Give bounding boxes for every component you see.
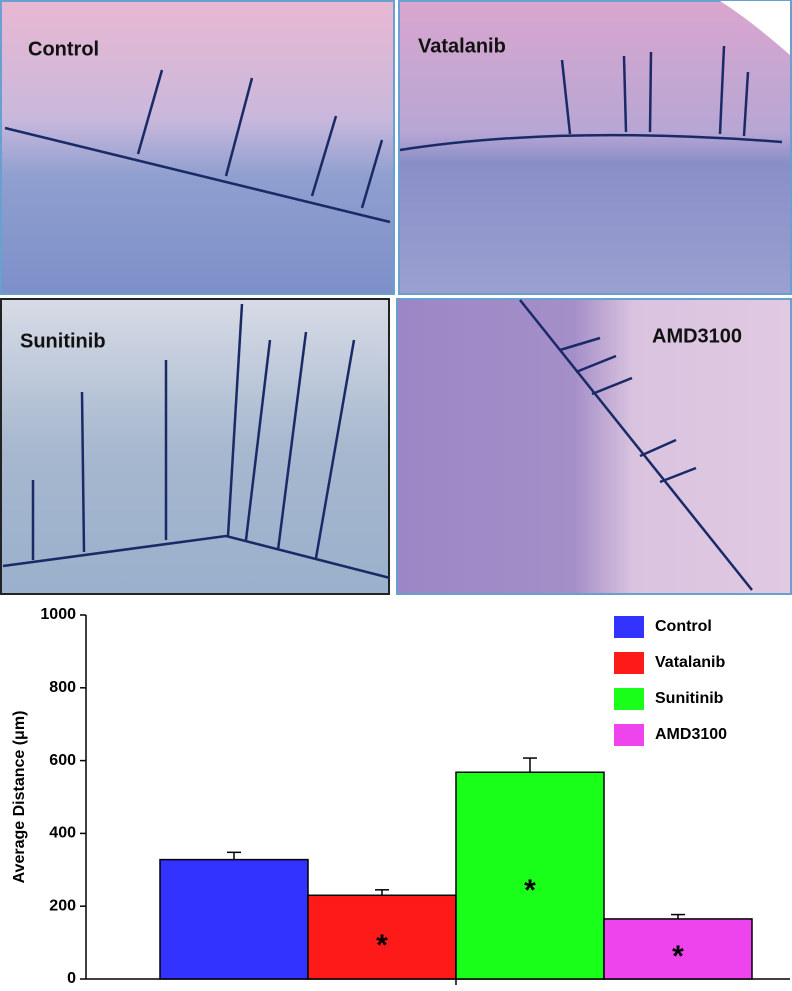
bar — [307, 894, 457, 980]
y-tick-label: 0 — [67, 970, 76, 987]
legend-swatch — [614, 616, 644, 638]
panel-label: Vatalanib — [418, 35, 506, 57]
y-tick-label: 1000 — [40, 606, 76, 623]
micrograph-control: Control — [0, 0, 395, 295]
panel-label: Sunitinib — [20, 330, 106, 352]
bar — [455, 771, 605, 980]
micrograph-sunitinib: Sunitinib — [0, 298, 391, 595]
y-tick-label: 800 — [49, 679, 76, 696]
micrograph-amd3100: AMD3100 — [396, 298, 792, 595]
legend-swatch — [614, 688, 644, 710]
legend-label: Vatalanib — [655, 654, 725, 671]
panel-label: Control — [28, 38, 99, 60]
micrograph-vatalanib: Vatalanib — [398, 0, 792, 295]
bar — [603, 918, 753, 980]
legend-label: Control — [655, 618, 712, 635]
y-tick-label: 200 — [49, 897, 76, 914]
panel-label: AMD3100 — [652, 325, 742, 347]
significance-marker: * — [524, 874, 536, 907]
legend-swatch — [614, 652, 644, 674]
significance-marker: * — [376, 929, 388, 962]
legend-swatch — [614, 724, 644, 746]
significance-marker: * — [672, 940, 684, 973]
y-axis-label: Average Distance (μm) — [11, 711, 28, 884]
legend-label: Sunitinib — [655, 690, 724, 707]
bar — [159, 858, 309, 980]
y-tick-label: 600 — [49, 752, 76, 769]
legend-label: AMD3100 — [655, 726, 727, 743]
y-tick-label: 400 — [49, 825, 76, 842]
bar-chart: 0 200 400 600 800 1000 Average Distance (μm) * *… — [11, 606, 790, 987]
